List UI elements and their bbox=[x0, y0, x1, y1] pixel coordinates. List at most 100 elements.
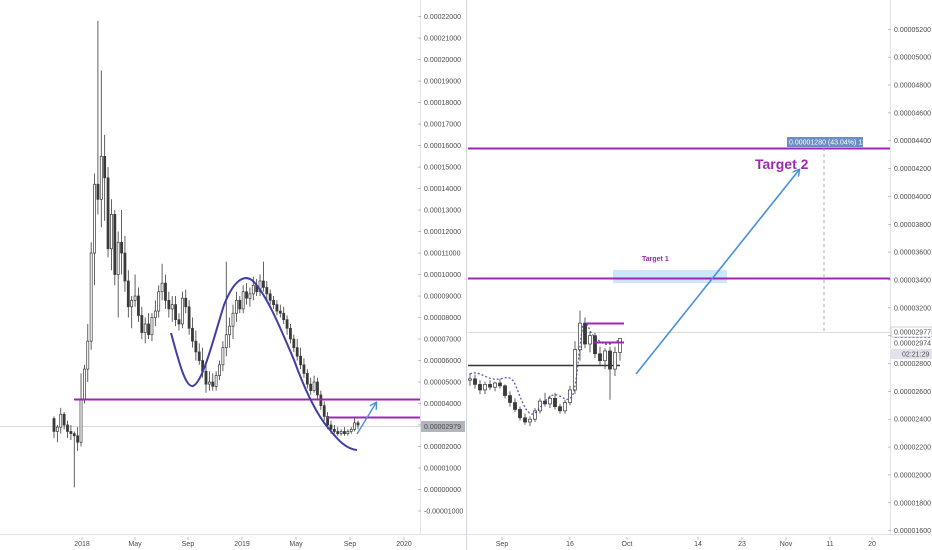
left-candle-body bbox=[143, 323, 147, 333]
right-candle-body bbox=[528, 418, 532, 423]
left-candle-body bbox=[248, 293, 252, 299]
right-candle-body bbox=[593, 335, 597, 355]
right-y-tick-label: 0.00003800 bbox=[894, 222, 931, 229]
left-x-tick-label: Sep bbox=[344, 541, 357, 548]
left-axis-background bbox=[420, 0, 466, 550]
left-cycle-curve bbox=[170, 277, 358, 451]
left-y-tick-label: 0.00019000 bbox=[424, 79, 461, 86]
left-candle-body bbox=[329, 424, 333, 430]
left-candle-body bbox=[69, 431, 73, 434]
left-candle-body bbox=[150, 317, 154, 336]
left-y-tick-label: 0.00005000 bbox=[424, 380, 461, 387]
left-y-tick-label: 0.00008000 bbox=[424, 315, 461, 322]
left-candle-body bbox=[322, 405, 326, 417]
right-candle-body bbox=[548, 397, 552, 405]
left-candle-body bbox=[346, 431, 350, 434]
right-y-tick-label: 0.00002400 bbox=[894, 417, 931, 424]
left-candle-body bbox=[241, 291, 245, 310]
left-price-tag-box bbox=[421, 421, 465, 432]
left-x-tick-label: May bbox=[289, 541, 303, 548]
left-candle-body bbox=[83, 368, 86, 400]
left-candle-body bbox=[289, 327, 292, 340]
target-projection-arrow bbox=[635, 170, 799, 375]
left-candle-body bbox=[137, 295, 140, 316]
right-candle-body bbox=[503, 385, 507, 396]
left-projection-arrow bbox=[356, 403, 376, 435]
right-y-tick-label: 0.00003200 bbox=[894, 305, 931, 312]
left-y-tick-label: 0.00002000 bbox=[424, 444, 461, 451]
right-candle-body bbox=[588, 335, 592, 345]
right-candle-body bbox=[468, 378, 472, 381]
left-candle-body bbox=[194, 340, 198, 353]
left-candle-body bbox=[218, 364, 221, 376]
target-1-zone bbox=[613, 270, 727, 283]
left-candle-body bbox=[120, 241, 123, 254]
right-price-tag-1: 0.00002977 bbox=[894, 330, 931, 337]
right-y-tick-label: 0.00004800 bbox=[894, 83, 931, 90]
left-candle-body bbox=[76, 435, 80, 443]
left-candle-body bbox=[170, 304, 174, 310]
left-candle-body bbox=[251, 284, 255, 295]
left-candle-body bbox=[272, 299, 275, 305]
left-candle-body bbox=[343, 431, 346, 434]
right-y-tick-label: 0.00002000 bbox=[894, 472, 931, 479]
right-candle-body bbox=[493, 382, 497, 388]
right-candle-body bbox=[533, 410, 537, 420]
right-y-tick-label: 0.00005000 bbox=[894, 55, 931, 62]
left-candle-body bbox=[316, 381, 319, 396]
left-candle-body bbox=[55, 426, 59, 432]
left-candle-body bbox=[174, 304, 177, 321]
right-candle-body bbox=[488, 384, 492, 388]
left-candle-body bbox=[167, 299, 171, 310]
left-candle-body bbox=[110, 214, 113, 250]
measure-label-box bbox=[787, 137, 863, 147]
right-y-tick-label: 0.00004600 bbox=[894, 110, 931, 117]
left-y-tick-label: 0.00016000 bbox=[424, 143, 461, 150]
left-candle-body bbox=[52, 418, 56, 432]
left-candle-body bbox=[339, 431, 343, 434]
left-candle-body bbox=[262, 280, 265, 288]
left-candle-body bbox=[326, 416, 329, 426]
right-candle-body bbox=[508, 395, 512, 403]
left-y-tick-label: 0.00009000 bbox=[424, 294, 461, 301]
left-candle-body bbox=[302, 364, 306, 374]
right-candle-body bbox=[608, 350, 612, 370]
left-candle-body bbox=[72, 433, 76, 437]
left-candle-body bbox=[299, 355, 302, 366]
left-candle-body bbox=[99, 155, 103, 200]
left-y-tick-label: 0.00014000 bbox=[424, 186, 461, 193]
left-y-tick-label: 0.00006000 bbox=[424, 358, 461, 365]
left-candle-body bbox=[235, 299, 238, 314]
right-candle-body bbox=[513, 402, 517, 410]
left-y-tick-label: 0.00010000 bbox=[424, 272, 461, 279]
left-candle-body bbox=[214, 375, 218, 387]
left-y-tick-label: 0.00022000 bbox=[424, 14, 461, 21]
left-candle-body bbox=[238, 299, 242, 310]
left-candle-body bbox=[278, 310, 282, 314]
right-candle-body bbox=[563, 402, 567, 412]
right-x-tick-label: 11 bbox=[826, 541, 833, 548]
left-candle-body bbox=[332, 428, 336, 432]
left-candle-body bbox=[86, 340, 90, 370]
right-y-tick-label: 0.00003600 bbox=[894, 250, 931, 257]
left-candle-body bbox=[113, 214, 117, 275]
right-candle-body bbox=[518, 409, 522, 419]
left-candle-body bbox=[133, 295, 137, 301]
left-x-axis: 2018 May Sep 2019 May Sep 2020 bbox=[74, 537, 412, 548]
left-candle-body bbox=[123, 252, 127, 282]
right-x-tick-label: Nov bbox=[780, 541, 793, 548]
right-x-tick-label: 16 bbox=[566, 541, 574, 548]
left-candle-body bbox=[184, 297, 188, 308]
left-x-tick-label: 2019 bbox=[234, 541, 250, 548]
left-candle-body bbox=[228, 325, 232, 336]
right-candles bbox=[468, 310, 622, 427]
right-candle-body bbox=[573, 349, 577, 391]
left-candle-body bbox=[164, 282, 167, 301]
left-candle-body bbox=[282, 312, 286, 321]
left-y-tick-label: 0.00020000 bbox=[424, 57, 461, 64]
left-candle-body bbox=[126, 280, 130, 308]
left-candle-body bbox=[140, 315, 144, 333]
left-candle-body bbox=[191, 327, 194, 342]
right-candle-body bbox=[603, 350, 607, 362]
right-candle-body bbox=[583, 322, 587, 345]
